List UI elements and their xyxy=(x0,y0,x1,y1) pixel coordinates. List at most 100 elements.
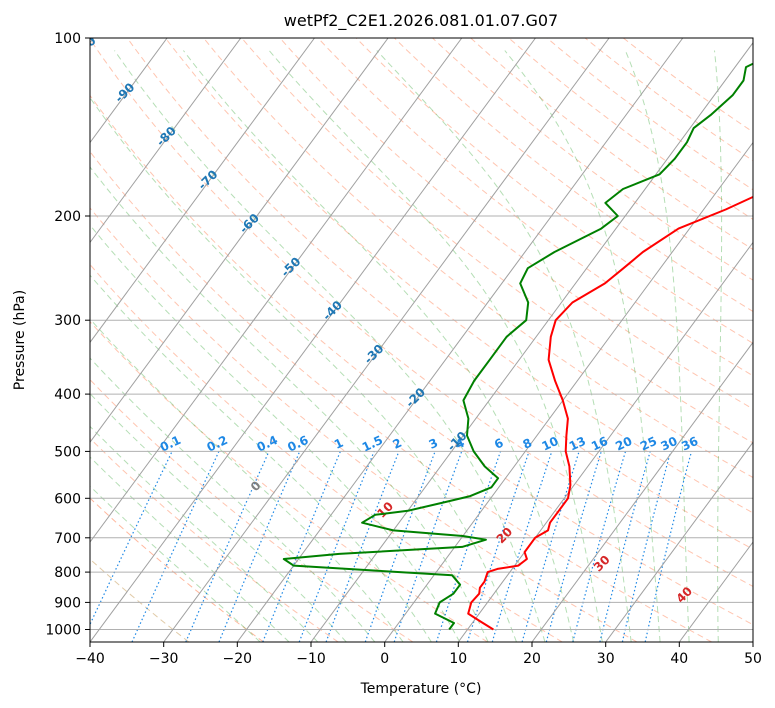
moist-adiabat-line xyxy=(624,50,690,642)
dry-adiabat-line xyxy=(584,38,753,162)
dry-adiabat-line xyxy=(546,38,753,191)
y-tick-label: 600 xyxy=(54,491,81,507)
mixing-ratio-line xyxy=(90,451,173,626)
mixing-ratio-line xyxy=(644,451,693,642)
isotherm-line xyxy=(236,38,684,642)
dry-adiabat-line xyxy=(90,263,563,642)
x-tick-label: 30 xyxy=(597,651,615,667)
isotherm-line xyxy=(90,38,315,344)
isotherm-line xyxy=(90,38,463,543)
isotherm-line xyxy=(90,38,168,144)
mixing-ratio-line xyxy=(521,451,580,642)
x-tick-label: 20 xyxy=(523,651,541,667)
y-tick-label: 300 xyxy=(54,313,81,329)
isotherm-line xyxy=(90,38,536,642)
isotherm-line xyxy=(384,141,753,642)
moist-adiabat-line xyxy=(90,274,432,642)
x-tick-label: −10 xyxy=(296,651,326,667)
mixing-ratio-label: 20 xyxy=(613,434,634,454)
mixing-ratio-line xyxy=(218,451,301,642)
y-axis-label: Pressure (hPa) xyxy=(12,290,28,390)
moist-adiabat-line xyxy=(114,50,546,642)
mixing-ratio-line xyxy=(621,451,672,642)
isotherm-line xyxy=(90,38,389,444)
isotherms xyxy=(90,38,753,642)
dry-adiabat-line xyxy=(317,38,753,377)
y-tick-label: 900 xyxy=(54,595,81,611)
dry-adiabat-line xyxy=(126,38,753,550)
y-tick-label: 200 xyxy=(54,209,81,225)
dry-adiabat-line xyxy=(203,38,753,479)
dry-adiabat-line xyxy=(90,38,753,588)
plot-frame xyxy=(89,37,754,643)
x-tick-label: 50 xyxy=(744,651,762,667)
moist-adiabat-line xyxy=(90,456,290,642)
moist-adiabat-line xyxy=(90,224,461,642)
mixing-ratio-lines xyxy=(90,451,693,642)
y-tick-label: 500 xyxy=(54,444,81,460)
mixing-ratio-line xyxy=(572,451,627,642)
dry-adiabat-line xyxy=(241,38,753,444)
moist-adiabat-line xyxy=(90,318,404,642)
x-tick-label: −20 xyxy=(223,651,253,667)
y-tick-label: 1000 xyxy=(45,623,81,639)
plot-area: 0.10.20.40.611.52346810131620253036-100-… xyxy=(90,38,753,642)
moist-adiabat-line xyxy=(268,50,603,642)
pressure-gridlines xyxy=(90,38,753,630)
mixing-ratio-label: 36 xyxy=(679,434,700,454)
dry-adiabat-line xyxy=(90,207,638,642)
x-axis-ticks: −40 −30 −20 −10 0 10 20 30 40 50 xyxy=(75,642,762,667)
mixing-ratio-line xyxy=(491,451,553,642)
dewpoint-profile-line xyxy=(282,62,753,631)
moist-adiabat-line xyxy=(183,50,575,642)
mixing-ratio-line xyxy=(364,451,436,642)
dry-adiabat-line xyxy=(90,378,414,642)
x-tick-label: 40 xyxy=(670,651,688,667)
mixing-ratio-line xyxy=(435,451,502,642)
y-tick-label: 400 xyxy=(54,387,81,403)
dry-adiabat-line xyxy=(394,38,753,313)
mixing-ratio-label: 25 xyxy=(638,434,659,454)
moist-adiabat-line xyxy=(90,392,347,642)
moist-adiabat-line xyxy=(90,166,489,642)
moist-adiabat-line xyxy=(90,96,517,642)
temperature-profile-line xyxy=(467,195,753,631)
y-axis-ticks: 100 200 300 400 500 600 700 800 900 1000 xyxy=(45,31,90,639)
mixing-ratio-line xyxy=(599,451,651,642)
moist-adiabat-line xyxy=(376,50,632,642)
x-tick-label: −40 xyxy=(75,651,105,667)
x-tick-label: −30 xyxy=(149,651,179,667)
dry-adiabat-line xyxy=(90,150,712,642)
isotherm-line xyxy=(163,38,610,642)
y-tick-label: 800 xyxy=(54,565,81,581)
mixing-ratio-label: 30 xyxy=(658,434,679,454)
dry-adiabat-line xyxy=(90,497,264,642)
isotherm-line xyxy=(310,41,753,642)
mixing-ratio-label: 16 xyxy=(589,434,610,454)
mixing-ratio-line xyxy=(466,451,530,642)
x-axis-label: Temperature (°C) xyxy=(360,681,482,697)
moist-adiabat-line xyxy=(90,357,376,642)
dry-adiabat-line xyxy=(165,38,753,514)
isotherm-line xyxy=(605,441,753,642)
moist-adiabats xyxy=(90,50,723,642)
mixing-ratio-line xyxy=(393,451,463,642)
isotherm-line xyxy=(90,38,242,244)
x-tick-label: 0 xyxy=(380,651,389,667)
profiles xyxy=(282,62,753,631)
chart-title: wetPf2_C2E1.2026.081.01.07.G07 xyxy=(284,11,558,31)
moist-adiabat-line xyxy=(504,50,661,642)
mixing-ratio-line xyxy=(131,451,220,642)
y-tick-label: 100 xyxy=(54,31,81,47)
x-tick-label: 10 xyxy=(449,651,467,667)
mixing-ratio-line xyxy=(185,451,270,642)
mixing-ratio-label: 13 xyxy=(567,434,588,454)
dry-adiabats xyxy=(90,38,753,642)
moist-adiabat-line xyxy=(90,425,319,642)
mixing-ratio-label: 10 xyxy=(540,434,561,454)
y-tick-label: 700 xyxy=(54,531,81,547)
isotherm-line xyxy=(531,341,753,642)
dry-adiabat-line xyxy=(355,38,753,344)
